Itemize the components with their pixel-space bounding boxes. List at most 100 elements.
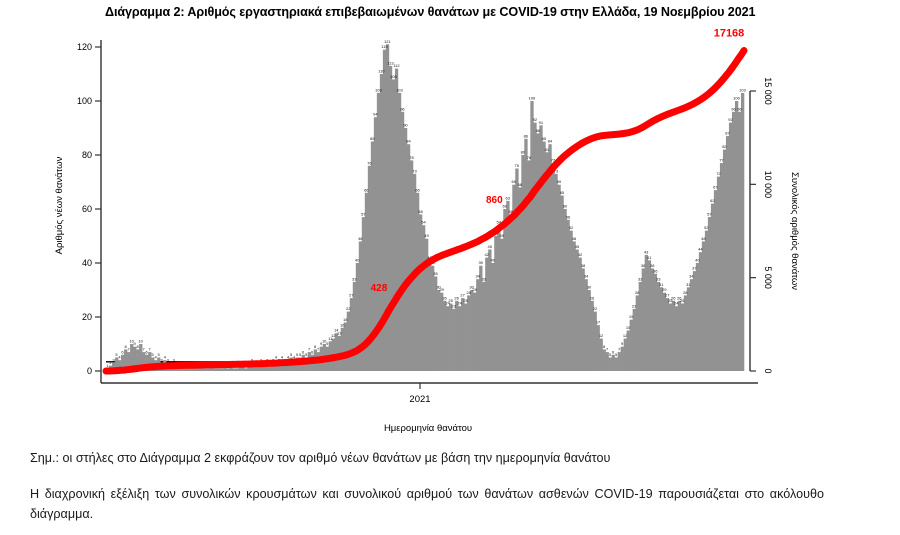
bar-value-label: 5	[152, 352, 155, 357]
bar-value-label: 62	[710, 198, 715, 203]
bar-value-label: 35	[433, 271, 438, 276]
bar-value-label: 3	[251, 357, 254, 362]
bar	[629, 319, 633, 371]
y-left-tick-label: 80	[82, 150, 92, 160]
bar	[334, 333, 339, 371]
bar	[373, 117, 378, 371]
x-tick-2021-label: 2021	[409, 394, 430, 405]
x-axis-title: Ημερομηνία θανάτου	[384, 423, 472, 434]
bar-value-label: 103	[739, 87, 746, 92]
bar-value-label: 66	[364, 187, 369, 192]
bar-value-label: 103	[375, 87, 382, 92]
bar-value-label: 28	[466, 290, 471, 295]
bar	[226, 368, 230, 371]
bar	[581, 268, 585, 371]
bar-value-label: 58	[418, 209, 423, 214]
bar-value-label: 7	[606, 347, 609, 352]
bar	[437, 290, 441, 371]
bar	[533, 122, 537, 371]
bar	[148, 352, 152, 371]
bar	[551, 163, 555, 371]
bar	[118, 360, 122, 371]
bar-value-label: 60	[563, 204, 568, 209]
bar	[494, 236, 498, 371]
bar	[641, 268, 645, 371]
bar	[418, 214, 423, 371]
bar-value-label: 100	[733, 96, 740, 101]
bar-value-label: 5	[290, 352, 293, 357]
bar-value-label: 52	[569, 225, 574, 230]
bar	[566, 219, 570, 371]
bar	[428, 260, 432, 371]
bar-value-label: 27	[665, 293, 670, 298]
bar-value-label: 5	[299, 352, 302, 357]
bar-value-label: 23	[632, 303, 637, 308]
bar-value-label: 42	[484, 252, 489, 257]
y-left-tick-label: 120	[77, 42, 92, 52]
bar-value-label: 4	[118, 355, 121, 360]
bar-value-label: 73	[412, 168, 417, 173]
bar-value-label: 17	[596, 320, 601, 325]
bar-value-label: 68	[518, 182, 523, 187]
bar-value-label: 25	[680, 298, 685, 303]
bar-value-label: 33	[656, 276, 661, 281]
bar-value-label: 4	[155, 355, 158, 360]
y-axis-left-title: Αριθμός νέων θανάτων	[54, 156, 65, 254]
bar-value-label: 49	[500, 233, 505, 238]
bar	[548, 144, 552, 371]
y-right-tick-label: 15 000	[763, 77, 773, 105]
bar-value-label: 9	[320, 341, 323, 346]
bar-value-label: 9	[621, 341, 624, 346]
bar	[461, 298, 465, 371]
bar-value-label: 39	[478, 260, 483, 265]
bar	[662, 292, 667, 371]
bar	[590, 300, 594, 371]
bar	[241, 365, 245, 371]
bar-value-label: 48	[701, 236, 706, 241]
bar-value-label: 38	[650, 263, 655, 268]
bar-value-label: 48	[358, 236, 363, 241]
bar	[229, 365, 233, 371]
bar	[343, 322, 348, 371]
bar	[602, 349, 606, 371]
bar	[208, 368, 212, 371]
bar-value-label: 40	[490, 258, 495, 263]
bar	[452, 308, 456, 371]
bar-value-label: 3	[260, 357, 263, 362]
bar-value-label: 73	[554, 168, 559, 173]
bar-value-label: 8	[124, 344, 127, 349]
bar-value-label: 92	[533, 117, 538, 122]
bar-value-label: 108	[390, 74, 397, 79]
bar-value-label: 103	[396, 87, 403, 92]
bar-value-label: 7	[308, 347, 311, 352]
bar-value-label: 78	[409, 155, 414, 160]
covid-deaths-chart: 0 20 40 60 80 100 120 0 5 000 10 000 15 000 2021 Αρι…	[54, 28, 800, 434]
bar-value-label: 1	[106, 363, 109, 368]
bar-value-label: 24	[457, 301, 462, 306]
bar-value-label: 13	[337, 330, 342, 335]
bar-value-label: 75	[515, 163, 520, 168]
bar-value-label: 6	[311, 349, 314, 354]
bar-value-label: 56	[566, 214, 571, 219]
bar	[145, 354, 149, 371]
bar-value-label: 12	[599, 333, 604, 338]
bar-value-label: 11	[328, 336, 333, 341]
bar-value-label: 30	[469, 285, 474, 290]
bar	[352, 281, 357, 371]
bar-value-label: 85	[542, 136, 547, 141]
bar	[133, 346, 137, 371]
bar	[403, 128, 408, 371]
bar-value-label: 31	[686, 282, 691, 287]
bar-value-label: 7	[317, 347, 320, 352]
bar-value-label: 4	[293, 355, 296, 360]
bar-value-label: 4	[164, 355, 167, 360]
bar-value-label: 34	[475, 274, 480, 279]
bar-value-label: 10	[138, 339, 143, 344]
bar	[370, 141, 375, 371]
bar-value-label: 28	[683, 290, 688, 295]
bar-value-label: 57	[361, 212, 366, 217]
bar	[656, 281, 661, 371]
page-title: Διάγραμμα 2: Αριθμός εργαστηριακά επιβεβ…	[105, 5, 756, 19]
bar-value-label: 26	[677, 295, 682, 300]
bar	[542, 141, 546, 371]
